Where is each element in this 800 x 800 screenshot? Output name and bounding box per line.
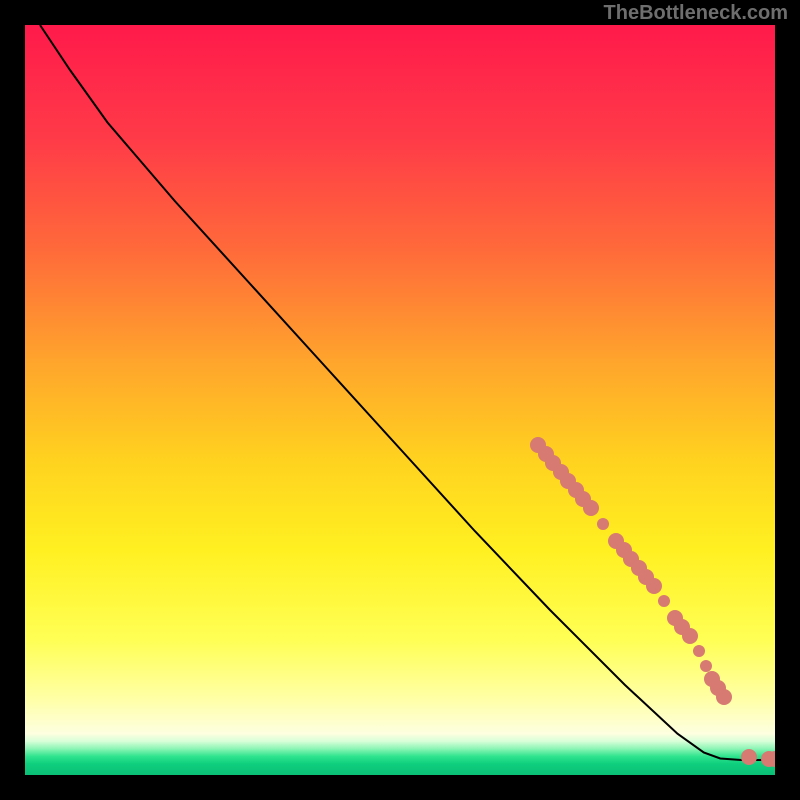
data-point-dot xyxy=(693,645,705,657)
data-point-dot xyxy=(682,628,698,644)
data-point-dot xyxy=(716,689,732,705)
watermark-text: TheBottleneck.com xyxy=(604,2,788,25)
data-point-dot xyxy=(658,595,670,607)
bottleneck-curve xyxy=(40,25,773,760)
data-point-dot xyxy=(583,500,599,516)
chart-plot-area xyxy=(25,25,775,775)
chart-curve-layer xyxy=(25,25,775,775)
data-point-dot xyxy=(597,518,609,530)
data-point-dot xyxy=(646,578,662,594)
data-point-dot xyxy=(741,749,757,765)
